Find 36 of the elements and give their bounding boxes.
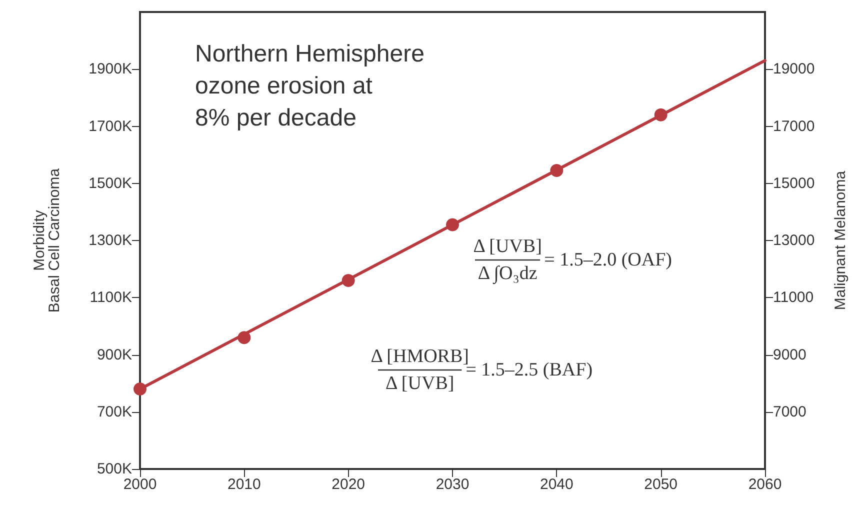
y-tick-label: 1500K — [88, 174, 132, 192]
y-tick-label: 700K — [96, 403, 132, 420]
x-tick-label: 2020 — [332, 476, 366, 493]
annotation: Δ [UVB] — [473, 236, 542, 257]
x-tick-label: 2030 — [436, 476, 470, 493]
point — [550, 164, 564, 178]
x-tick-label: 2000 — [123, 476, 157, 493]
y-tick-label: 1300K — [88, 232, 132, 249]
y-tick-label: 1100K — [90, 289, 132, 306]
x-tick-label: 2040 — [540, 476, 574, 493]
y2-tick-label: 19000 — [773, 60, 815, 78]
y2-tick-label: 15000 — [773, 174, 815, 192]
y-axis-title: Morbidity Basal Cell Carcinoma — [31, 168, 63, 313]
x-tick-label: 2060 — [748, 476, 782, 493]
annotation: Δ [HMORB] — [370, 346, 469, 367]
text: Northern Hemisphere ozone erosion at 8% per decade — [195, 40, 424, 132]
y2-tick-label: 13000 — [773, 232, 815, 249]
y2-tick-label: 17000 — [773, 118, 815, 135]
y2-axis-title: Malignant Melanoma — [832, 170, 849, 310]
x-tick-label: 2050 — [644, 476, 678, 493]
point — [238, 331, 251, 344]
annotation: = 1.5–2.0 (OAF) — [544, 250, 672, 270]
y-tick-label: 900K — [96, 346, 132, 364]
y2-tick-label: 11000 — [773, 289, 814, 306]
point — [654, 108, 668, 122]
annotation: Δ ∫O₃dz — [478, 263, 538, 285]
y2-tick-label: 9000 — [773, 346, 806, 364]
point — [446, 218, 459, 232]
point — [342, 274, 355, 287]
y-tick-label: 500K — [96, 460, 132, 478]
y2-tick-label: 7000 — [773, 403, 806, 420]
annotation: Δ [UVB] — [386, 373, 454, 394]
y-tick-label: 1900K — [88, 60, 132, 78]
y-tick-label: 1700K — [88, 118, 132, 135]
point — [134, 382, 146, 396]
x-tick-label: 2010 — [227, 476, 261, 493]
